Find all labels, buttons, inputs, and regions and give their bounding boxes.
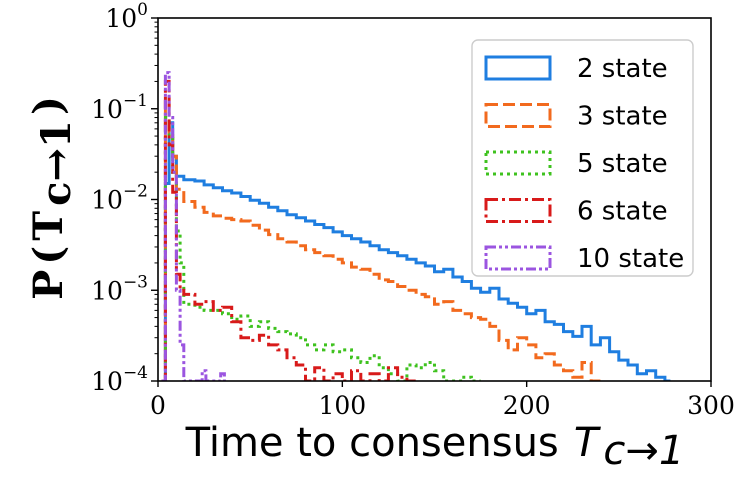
x-tick-label: 100 [318, 391, 366, 420]
legend-label-6-state: 6 state [577, 197, 668, 227]
series-3-state-line [161, 100, 601, 381]
y-tick-label: 10−4 [91, 363, 148, 396]
ticks-layer: 0 100 200 300 10−4 10−3 10−2 10−1 100 [91, 0, 735, 420]
legend-label-10-state: 10 state [577, 244, 684, 274]
legend-swatch-5-state [484, 150, 552, 176]
series-layer [161, 71, 671, 381]
series-5-state-line [161, 116, 481, 381]
legend-swatch-2-state [484, 55, 552, 81]
series-6-state-line [161, 79, 417, 381]
legend-items: 2 state 3 state 5 state 6 state 10 state [484, 54, 684, 274]
legend: 2 state 3 state 5 state 6 state 10 state [471, 39, 694, 277]
legend-swatch-10-state [484, 245, 552, 271]
x-tick-label: 200 [503, 391, 551, 420]
legend-swatch-6-state [484, 198, 552, 223]
y-tick-label: 10−1 [91, 91, 148, 124]
legend-box [471, 39, 694, 277]
series-10-state-line [161, 71, 228, 381]
x-axis-label: Time to consensus T c→1 [185, 420, 685, 474]
y-axis-label: P ( T c→1 ) [25, 96, 80, 300]
x-tick-label: 0 [150, 391, 166, 420]
y-tick-label: 100 [105, 0, 148, 33]
legend-label-2-state: 2 state [577, 54, 668, 84]
y-tick-label: 10−3 [91, 272, 148, 305]
legend-label-5-state: 5 state [577, 149, 668, 179]
y-tick-label: 10−2 [91, 182, 148, 215]
legend-swatch-3-state [484, 103, 552, 128]
series-2-state-line [161, 121, 671, 381]
x-tick-label: 300 [687, 391, 735, 420]
legend-label-3-state: 3 state [577, 102, 668, 132]
